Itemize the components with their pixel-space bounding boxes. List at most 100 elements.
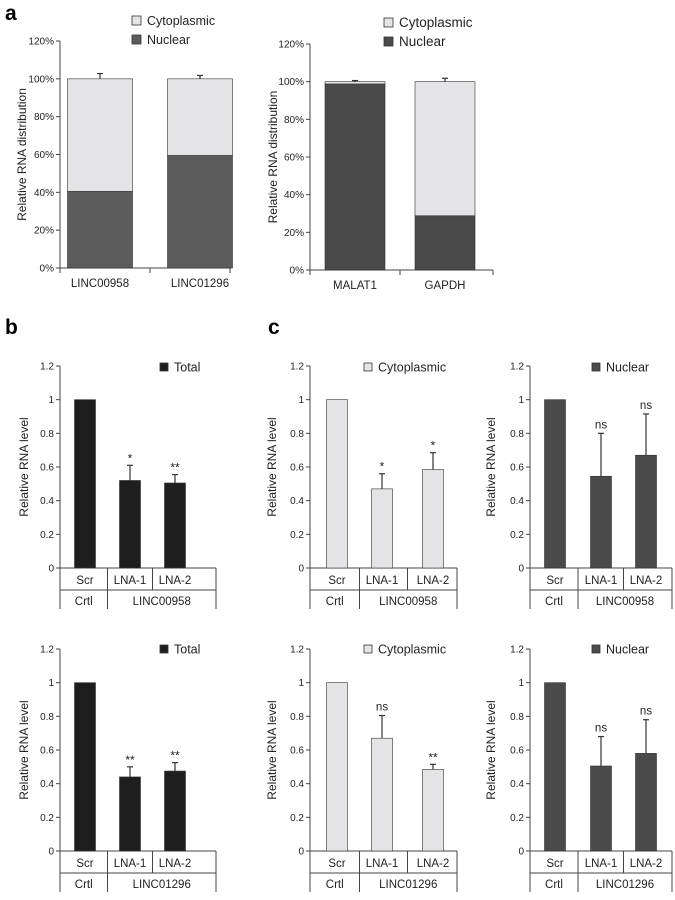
c1-group-label-right: LINC00958 <box>379 596 437 608</box>
b2-y-tick-label: 0.8 <box>40 712 54 723</box>
c4-legend-label: Nuclear <box>606 643 649 657</box>
b1-bar-LNA-1 <box>119 480 141 569</box>
c2-y-axis-label: Relative RNA level <box>484 417 498 516</box>
b2-y-tick-label: 0.6 <box>40 746 54 757</box>
c3-y-axis-label: Relative RNA level <box>265 700 279 799</box>
b1-group-label-right: LINC00958 <box>133 596 191 608</box>
b1-significance-LNA-2: ** <box>170 461 180 475</box>
c1-y-tick-label: 0 <box>298 564 304 575</box>
c4-x-tick-label: LNA-1 <box>585 858 618 870</box>
b1-y-tick-label: 1 <box>48 395 54 406</box>
b2-y-tick-label: 1 <box>48 678 54 689</box>
b2-x-tick-label: LNA-1 <box>114 858 147 870</box>
c1-significance-LNA-1: * <box>380 460 385 474</box>
b2-group-label-right: LINC01296 <box>133 879 191 891</box>
b1-y-tick-label: 0.4 <box>40 496 54 507</box>
a2-bar-nuclear-GAPDH <box>414 215 476 271</box>
c1-significance-LNA-2: * <box>431 439 436 453</box>
chart-b2: 0 0.2 0.4 0.6 0.8 1 1.2 Relative RNA level Crtl L… <box>17 643 217 892</box>
a1-y-tick-label: 40% <box>34 188 54 199</box>
a1-legend-label-nuclear: Nuclear <box>147 33 190 47</box>
a1-legend-label-cytoplasmic: Cytoplasmic <box>147 14 215 28</box>
c4-bar-Scr <box>544 682 566 852</box>
chart-a2: 0% 20% 40% 60% 80% 100% 120% Relative RNA distr… <box>266 15 494 292</box>
c3-y-tick-label: 0 <box>298 847 304 858</box>
c3-bar-LNA-2 <box>422 769 444 852</box>
b2-bar-LNA-2 <box>164 770 186 852</box>
chart-c1: 0 0.2 0.4 0.6 0.8 1 1.2 Relative RNA level Crtl L… <box>265 361 458 609</box>
a2-y-tick-label: 60% <box>284 153 304 164</box>
b2-legend-swatch <box>159 644 169 654</box>
c3-x-tick-label: LNA-2 <box>417 858 450 870</box>
a2-y-tick-label: 120% <box>278 40 304 51</box>
c1-bar-LNA-1 <box>371 488 393 569</box>
a2-legend-swatch-cytoplasmic <box>383 17 394 28</box>
b1-x-tick-label: Scr <box>76 575 93 587</box>
a2-y-tick-label: 20% <box>284 228 304 239</box>
c2-legend-swatch <box>591 362 601 372</box>
c4-y-axis-label: Relative RNA level <box>484 700 498 799</box>
c2-x-tick-label: LNA-1 <box>585 575 618 587</box>
c4-bar-LNA-2 <box>635 753 657 852</box>
c4-y-tick-label: 1 <box>518 678 524 689</box>
b2-y-tick-label: 0.4 <box>40 779 54 790</box>
c1-legend-label: Cytoplasmic <box>378 361 446 375</box>
b2-legend-label: Total <box>174 643 200 657</box>
c4-x-tick-label: Scr <box>546 858 563 870</box>
b1-x-tick-label: LNA-2 <box>159 575 192 587</box>
chart-c4: 0 0.2 0.4 0.6 0.8 1 1.2 Relative RNA level Crtl L… <box>484 643 673 892</box>
a1-y-tick-label: 60% <box>34 150 54 161</box>
c2-significance-LNA-2: ns <box>640 400 652 412</box>
b2-bar-LNA-1 <box>119 776 141 852</box>
c4-x-tick-label: LNA-2 <box>630 858 663 870</box>
c2-group-label-right: LINC00958 <box>596 596 654 608</box>
c3-significance-LNA-1: ns <box>376 701 388 713</box>
b2-significance-LNA-1: ** <box>125 753 135 767</box>
c4-legend-swatch <box>591 644 601 654</box>
b1-bar-LNA-2 <box>164 482 186 569</box>
c1-y-tick-label: 1 <box>298 395 304 406</box>
c3-y-tick-label: 0.6 <box>290 746 304 757</box>
c3-legend-label: Cytoplasmic <box>378 643 446 657</box>
b1-legend-swatch <box>159 362 169 372</box>
c3-legend-swatch <box>363 644 373 654</box>
c3-y-tick-label: 1 <box>298 678 304 689</box>
panel-label-c: c <box>268 316 280 339</box>
b1-y-tick-label: 0.8 <box>40 429 54 440</box>
c1-bar-LNA-2 <box>422 469 444 569</box>
c4-significance-LNA-1: ns <box>595 723 607 735</box>
c2-y-tick-label: 0.4 <box>510 496 524 507</box>
b2-x-tick-label: Scr <box>76 858 93 870</box>
b1-y-tick-label: 0 <box>48 564 54 575</box>
b2-y-tick-label: 0 <box>48 847 54 858</box>
a1-bar-nuclear-LINC01296 <box>167 155 233 269</box>
b2-bar-Scr <box>74 682 96 852</box>
a1-legend-swatch-nuclear <box>131 34 142 45</box>
panel-label-b: b <box>5 316 18 339</box>
c4-y-tick-label: 0.2 <box>510 813 524 824</box>
c2-significance-LNA-1: ns <box>595 419 607 431</box>
c2-y-tick-label: 0.6 <box>510 463 524 474</box>
b2-x-tick-label: LNA-2 <box>159 858 192 870</box>
c4-y-tick-label: 0.4 <box>510 779 524 790</box>
a1-y-tick-label: 100% <box>28 74 54 85</box>
a2-bar-nuclear-MALAT1 <box>324 83 386 271</box>
c3-x-tick-label: LNA-1 <box>366 858 399 870</box>
c1-bar-Scr <box>326 399 348 569</box>
c3-group-label-right: LINC01296 <box>379 879 437 891</box>
a2-legend-label-nuclear: Nuclear <box>399 34 446 49</box>
b1-group-label-left: Crtl <box>75 596 93 608</box>
panel-label-a: a <box>5 2 17 25</box>
c1-legend-swatch <box>363 362 373 372</box>
a1-y-tick-label: 0% <box>40 264 55 275</box>
c3-group-label-left: Crtl <box>326 879 344 891</box>
c3-y-tick-label: 1.2 <box>290 645 304 656</box>
a1-y-tick-label: 120% <box>28 37 54 48</box>
c2-bar-Scr <box>544 399 566 569</box>
b2-group-label-left: Crtl <box>75 879 93 891</box>
c4-group-label-right: LINC01296 <box>596 879 654 891</box>
c4-y-tick-label: 0.8 <box>510 712 524 723</box>
b1-y-tick-label: 0.6 <box>40 463 54 474</box>
b1-legend-label: Total <box>174 361 200 375</box>
